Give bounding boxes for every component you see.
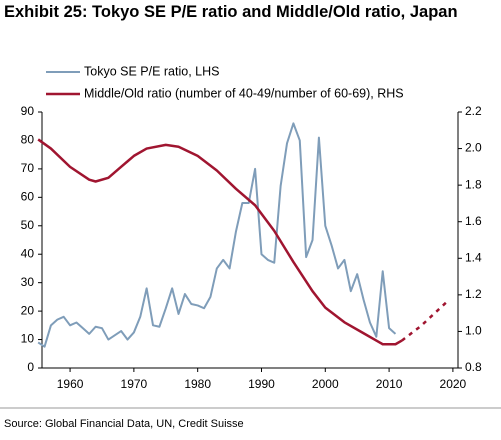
x-tick-label: 1990	[248, 377, 275, 391]
y-tick-label: 70	[21, 161, 35, 175]
y2-tick-label: 1.6	[465, 214, 482, 228]
y2-tick-label: 1.8	[465, 177, 482, 191]
y-tick-label: 50	[21, 218, 35, 232]
y-tick-label: 60	[21, 190, 35, 204]
y2-tick-label: 2.2	[465, 104, 482, 118]
y2-tick-label: 1.2	[465, 287, 482, 301]
x-tick-label: 1960	[57, 377, 84, 391]
series-line	[37, 138, 403, 346]
y-tick-label: 30	[21, 275, 35, 289]
legend-label: Middle/Old ratio (number of 40-49/number…	[84, 86, 404, 100]
y-tick-label: 40	[21, 246, 35, 260]
x-tick-label: 1980	[184, 377, 211, 391]
y2-tick-label: 1.4	[465, 250, 482, 264]
x-tick-label: 2010	[376, 377, 403, 391]
legend-label: Tokyo SE P/E ratio, LHS	[84, 64, 219, 78]
x-tick-label: 2000	[312, 377, 339, 391]
y2-tick-label: 0.8	[465, 360, 482, 374]
series-line	[401, 301, 448, 342]
source: Source: Global Financial Data, UN, Credi…	[4, 418, 244, 430]
x-tick-label: 1970	[121, 377, 148, 391]
series-line	[37, 122, 397, 348]
y-tick-label: 90	[21, 104, 35, 118]
y-tick-label: 80	[21, 133, 35, 147]
x-tick-label: 2020	[440, 377, 467, 391]
y-tick-label: 0	[27, 360, 34, 374]
y-tick-label: 20	[21, 303, 35, 317]
y2-tick-label: 2.0	[465, 141, 482, 155]
chart-title: Exhibit 25: Tokyo SE P/E ratio and Middl…	[4, 3, 458, 21]
y-tick-label: 10	[21, 332, 35, 346]
y2-tick-label: 1.0	[465, 324, 482, 338]
